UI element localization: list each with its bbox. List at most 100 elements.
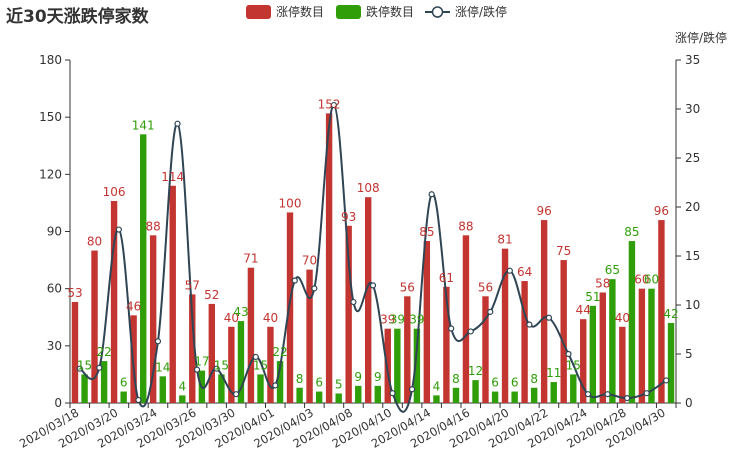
bar-limit-up[interactable] — [189, 294, 196, 403]
bar-limit-up[interactable] — [91, 250, 98, 403]
ratio-point[interactable] — [604, 391, 611, 398]
ratio-point[interactable] — [369, 282, 377, 289]
label-limit-down: 14 — [155, 360, 170, 374]
bar-limit-down[interactable] — [413, 328, 421, 403]
bar-limit-up[interactable] — [658, 220, 665, 403]
bar-limit-down[interactable] — [589, 305, 597, 403]
ratio-point[interactable] — [663, 377, 670, 384]
ratio-point[interactable] — [272, 382, 279, 389]
bar-limit-down[interactable] — [394, 328, 401, 403]
bar-limit-down[interactable] — [276, 361, 284, 403]
bar-limit-down[interactable] — [257, 374, 264, 403]
bar-limit-up[interactable] — [580, 319, 587, 403]
bar-limit-up[interactable] — [423, 241, 431, 403]
ratio-point[interactable] — [135, 396, 142, 404]
bar-limit-up[interactable] — [560, 260, 567, 403]
bar-limit-up[interactable] — [110, 201, 118, 403]
bar-limit-up[interactable] — [208, 303, 216, 403]
bar-limit-up[interactable] — [462, 235, 470, 403]
ratio-point[interactable] — [96, 364, 103, 371]
bar-limit-up[interactable] — [365, 197, 372, 403]
ratio-point[interactable] — [487, 308, 494, 315]
bar-limit-up[interactable] — [540, 220, 548, 403]
bar-limit-down[interactable] — [100, 361, 108, 403]
bar-limit-down[interactable] — [472, 380, 479, 403]
ratio-point[interactable] — [76, 365, 83, 372]
ratio-point[interactable] — [565, 350, 572, 358]
ratio-point[interactable] — [154, 338, 162, 345]
bar-limit-down[interactable] — [530, 387, 538, 403]
bar-limit-up[interactable] — [638, 288, 646, 403]
bar-limit-down[interactable] — [355, 385, 362, 403]
bar-limit-down[interactable] — [374, 385, 381, 403]
label-limit-down: 6 — [491, 376, 499, 390]
ratio-point[interactable] — [389, 390, 396, 397]
bar-limit-down[interactable] — [81, 374, 88, 403]
legend-item[interactable]: 跌停数目 — [336, 4, 414, 19]
label-limit-up: 88 — [458, 219, 473, 233]
ratio-point[interactable] — [467, 328, 474, 335]
bar-limit-up[interactable] — [482, 296, 489, 403]
bar-limit-down[interactable] — [648, 288, 655, 403]
bar-limit-up[interactable] — [228, 326, 235, 403]
label-limit-down: 22 — [96, 345, 111, 359]
bar-limit-down[interactable] — [511, 391, 518, 403]
bar-limit-up[interactable] — [619, 326, 626, 403]
ratio-point[interactable] — [291, 277, 298, 284]
label-limit-down: 42 — [663, 307, 678, 321]
ratio-point[interactable] — [643, 390, 650, 397]
bar-limit-up[interactable] — [149, 235, 157, 403]
bar-limit-down[interactable] — [335, 393, 342, 403]
bar-limit-up[interactable] — [404, 296, 411, 403]
bar-limit-down[interactable] — [296, 387, 303, 403]
ratio-point[interactable] — [193, 366, 201, 373]
ratio-point[interactable] — [428, 191, 435, 198]
bar-limit-down[interactable] — [491, 391, 499, 403]
bar-limit-up[interactable] — [501, 248, 509, 403]
bar-limit-up[interactable] — [267, 326, 274, 403]
bar-limit-down[interactable] — [218, 374, 225, 403]
ratio-point[interactable] — [330, 101, 338, 109]
bar-limit-down[interactable] — [433, 395, 440, 403]
bar-limit-down[interactable] — [179, 395, 186, 403]
ratio-point[interactable] — [350, 298, 357, 306]
bar-limit-down[interactable] — [159, 376, 166, 403]
bar-limit-down[interactable] — [628, 241, 636, 403]
ratio-point[interactable] — [545, 314, 553, 321]
ratio-point[interactable] — [448, 325, 455, 332]
bar-limit-down[interactable] — [452, 387, 460, 403]
ratio-point[interactable] — [526, 321, 533, 328]
ratio-point[interactable] — [252, 353, 259, 361]
bar-limit-up[interactable] — [325, 113, 333, 403]
ratio-point[interactable] — [115, 226, 122, 233]
bar-limit-up[interactable] — [345, 225, 352, 403]
bar-limit-up[interactable] — [247, 267, 255, 403]
ratio-point[interactable] — [174, 120, 181, 127]
ratio-point[interactable] — [624, 395, 631, 402]
legend-item[interactable]: 涨停/跌停 — [425, 4, 507, 19]
label-limit-up: 71 — [243, 252, 258, 266]
bar-limit-down[interactable] — [667, 322, 675, 403]
ratio-point[interactable] — [213, 365, 220, 372]
bar-limit-up[interactable] — [306, 269, 313, 403]
ratio-point[interactable] — [584, 391, 592, 398]
bar-limit-down[interactable] — [570, 374, 577, 403]
bar-limit-up[interactable] — [443, 286, 450, 403]
ratio-point[interactable] — [506, 267, 513, 274]
bar-limit-down[interactable] — [237, 321, 245, 403]
bar-limit-down[interactable] — [550, 382, 557, 403]
bar-limit-up[interactable] — [71, 302, 79, 403]
bar-limit-up[interactable] — [521, 281, 528, 403]
bar-limit-down[interactable] — [140, 134, 147, 404]
ratio-point[interactable] — [408, 386, 416, 393]
bar-limit-down[interactable] — [315, 391, 323, 403]
legend-item[interactable]: 涨停数目 — [246, 4, 324, 19]
ratio-point[interactable] — [311, 285, 318, 292]
bar-limit-up[interactable] — [169, 185, 176, 403]
bar-limit-down[interactable] — [120, 391, 127, 403]
bar-limit-down[interactable] — [609, 279, 616, 403]
label-limit-down: 15 — [253, 358, 268, 372]
ratio-point[interactable] — [233, 391, 240, 398]
bar-limit-up[interactable] — [599, 292, 606, 403]
legend-swatch — [336, 5, 361, 19]
